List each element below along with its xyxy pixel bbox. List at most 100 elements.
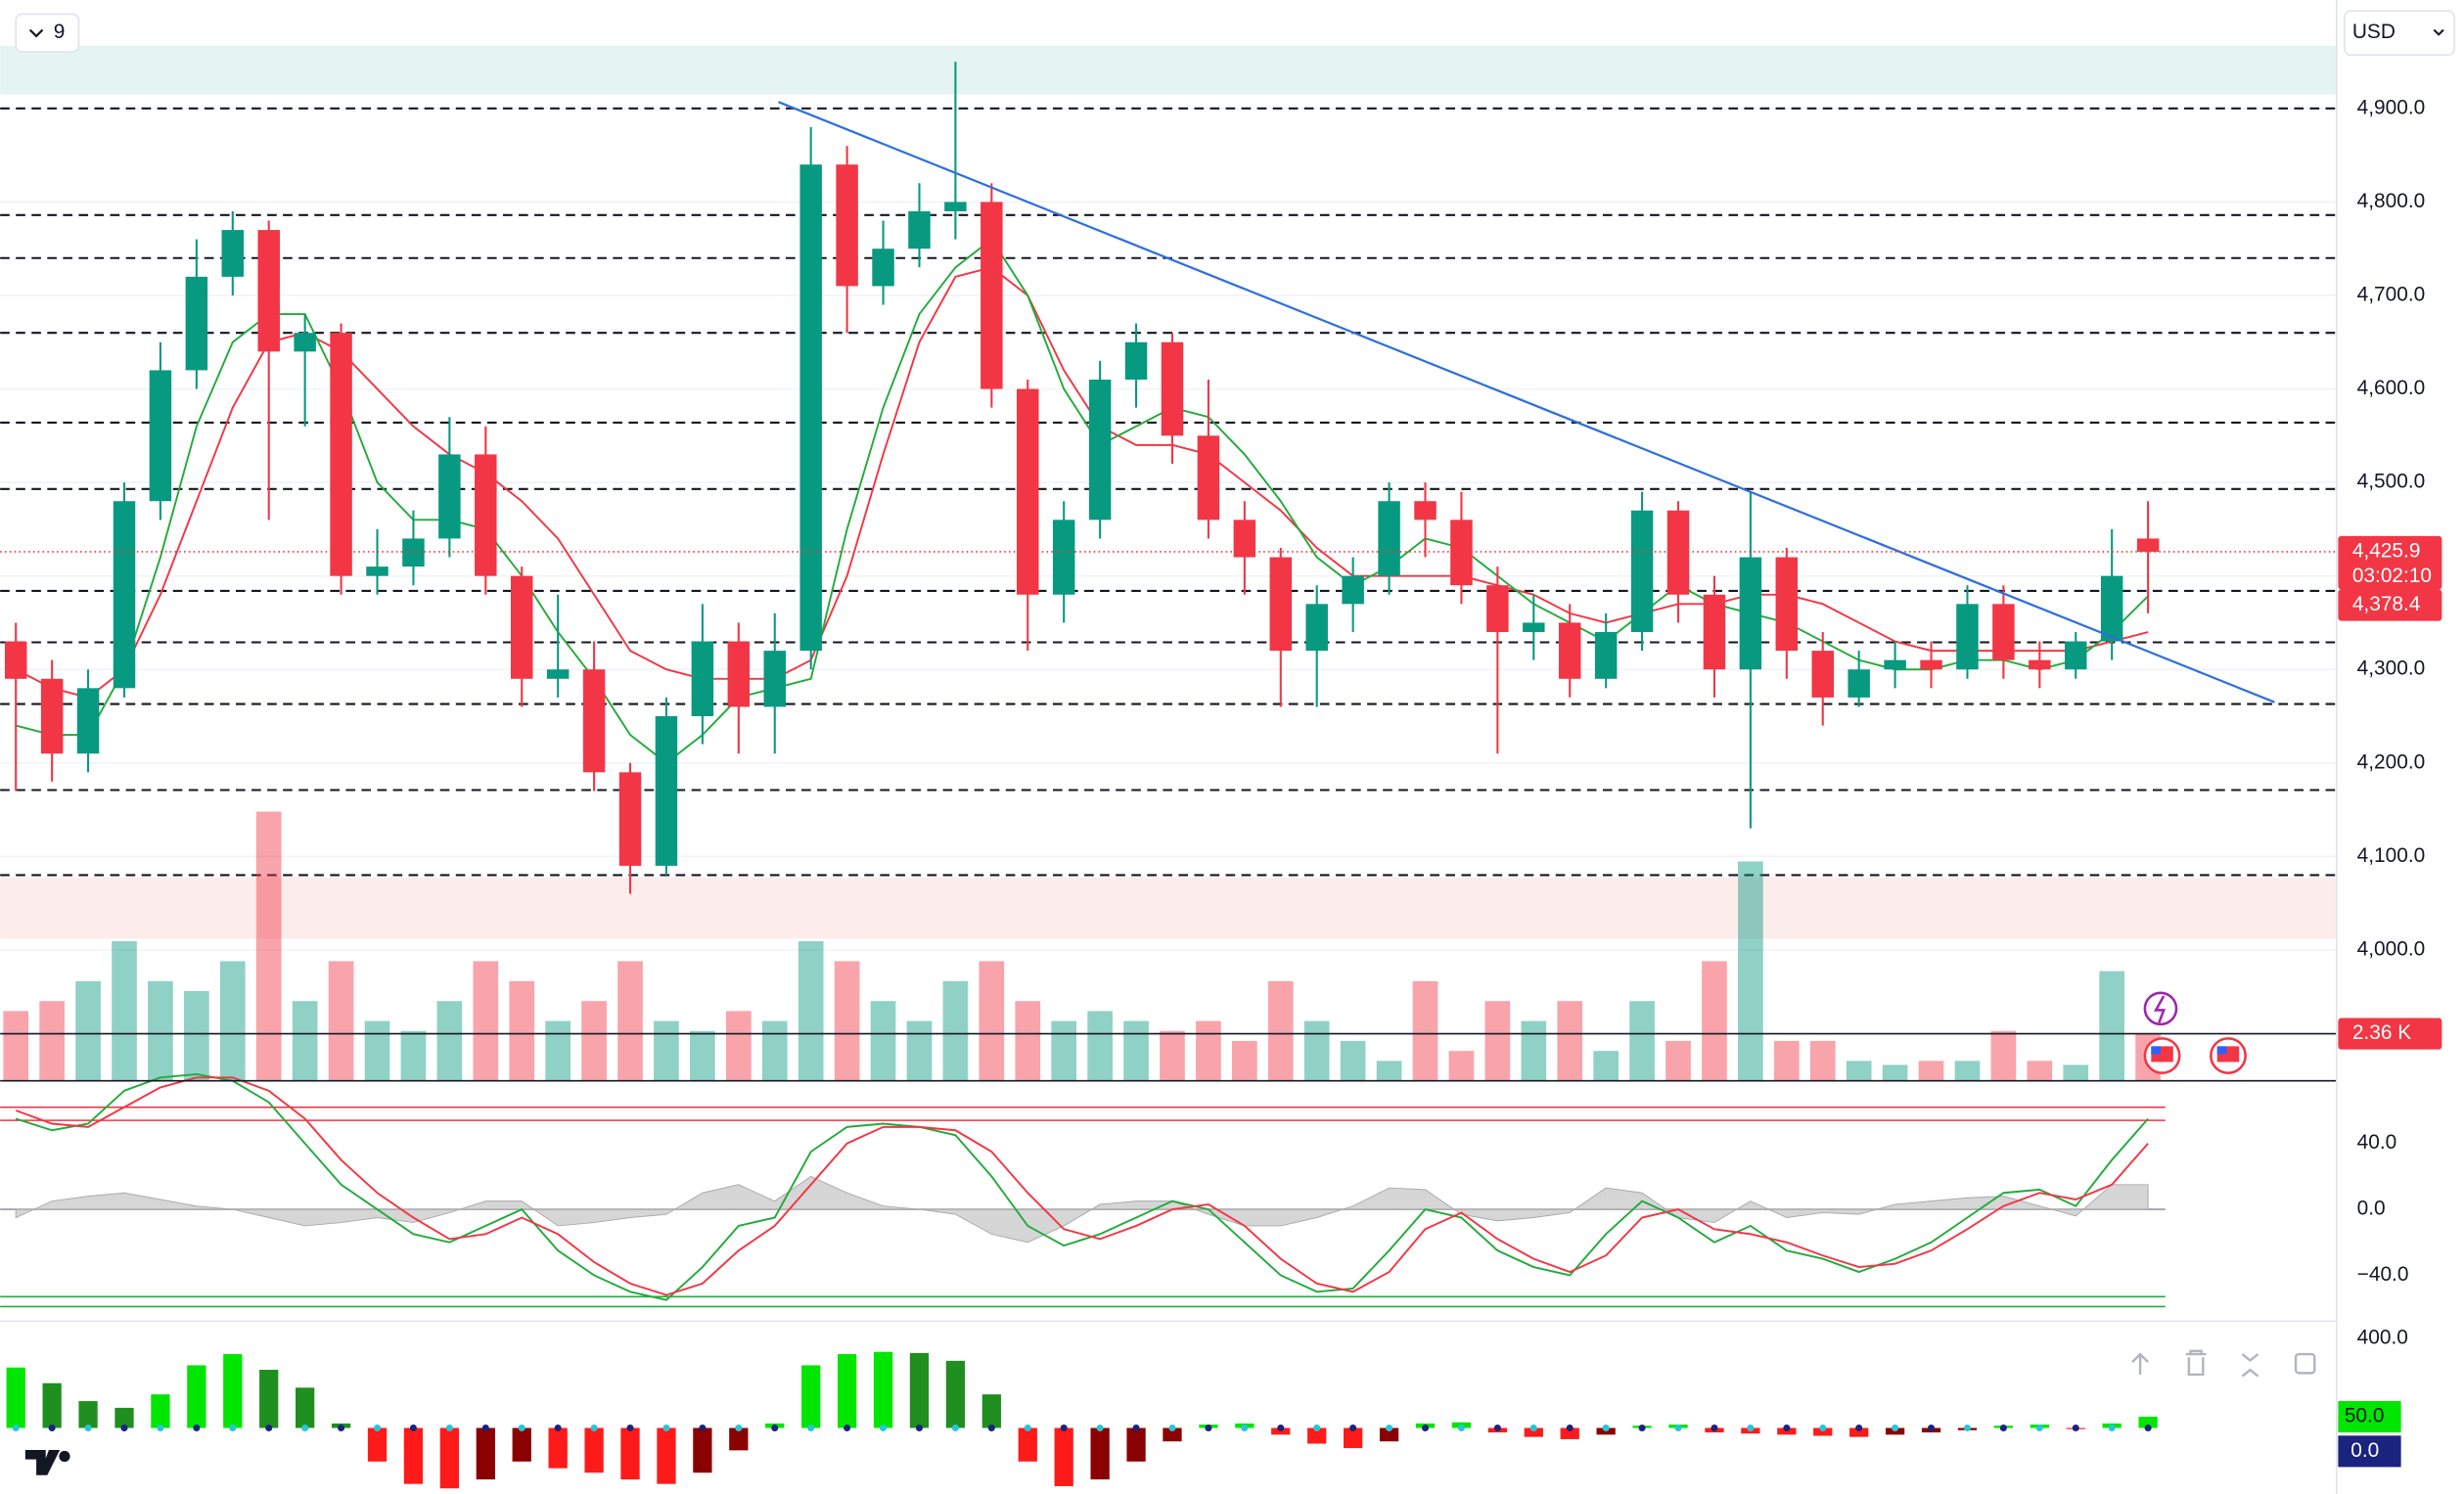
histogram-bar [873, 1351, 893, 1428]
signal-dot [1421, 1424, 1430, 1432]
signal-dot [1096, 1424, 1104, 1432]
histogram-bar [114, 1407, 134, 1428]
volume-bar [761, 1020, 788, 1081]
candle-body [40, 678, 64, 754]
price-badge [2338, 1018, 2442, 1050]
y-tick-label: 4,300.0 [2357, 657, 2426, 680]
histogram-bar [1307, 1427, 1327, 1444]
histogram-bar [584, 1427, 604, 1473]
signal-dot [2072, 1424, 2079, 1432]
candle-body [2065, 641, 2087, 670]
histogram-bar [259, 1370, 279, 1428]
histogram-bar [2138, 1417, 2158, 1428]
signal-dot [1349, 1424, 1357, 1432]
volume-bar [1593, 1051, 1619, 1081]
candle-body [944, 202, 967, 211]
candle-body [2136, 538, 2160, 552]
signal-dot [1819, 1424, 1827, 1432]
histogram-bar [187, 1365, 206, 1428]
candle-body [1161, 341, 1184, 436]
oscillator-line [15, 1072, 2149, 1301]
histogram-bar [1054, 1427, 1073, 1486]
volume-bar [1015, 1001, 1041, 1081]
flag-icon [2216, 1046, 2227, 1055]
value-badge [2338, 1435, 2401, 1468]
countdown-label: 03:02:10 [2352, 565, 2432, 587]
signal-dot [1457, 1424, 1465, 1432]
candle-body [1124, 341, 1148, 380]
volume-bar [3, 1011, 29, 1081]
currency-button[interactable] [2344, 10, 2456, 57]
signal-dot [1529, 1424, 1537, 1432]
volume-bar [1629, 1001, 1655, 1081]
signal-dot [771, 1424, 779, 1432]
volume-bar [870, 1001, 896, 1081]
candle-body [475, 454, 497, 576]
logo[interactable] [24, 1450, 61, 1475]
volume-bar [364, 1020, 390, 1081]
candle-body [1088, 379, 1112, 521]
y-tick-label: 4,200.0 [2357, 750, 2426, 773]
volume-bar [1484, 1001, 1511, 1081]
volume-bar [1809, 1040, 1836, 1081]
histogram-bar [439, 1427, 460, 1489]
maximize-button[interactable] [2294, 1352, 2316, 1375]
signal-dot [1711, 1424, 1718, 1432]
value-badge-label: 0.0 [2350, 1439, 2379, 1462]
candle-body [1848, 669, 1870, 698]
signal-dot [2035, 1424, 2043, 1432]
volume-bar [617, 961, 643, 1081]
move-up-button[interactable] [2131, 1352, 2149, 1375]
signal-dot [590, 1424, 598, 1432]
price-badge-label: 4,425.9 [2352, 539, 2421, 562]
candle-body [836, 164, 858, 287]
volume-bar [292, 1001, 318, 1081]
histogram-bar [1126, 1427, 1146, 1462]
signal-dot [84, 1424, 92, 1432]
volume-bar [906, 1020, 933, 1081]
event-icon[interactable] [2143, 991, 2178, 1026]
volume-bar [1448, 1051, 1475, 1081]
volume-bar [834, 961, 860, 1081]
histogram-bar [512, 1427, 531, 1462]
signal-dot [1892, 1424, 1899, 1432]
price-badge [2338, 589, 2442, 621]
signal-dot [951, 1424, 959, 1432]
y-tick-label: 4,800.0 [2357, 190, 2426, 212]
volume-bar [75, 980, 101, 1081]
signal-dot [1313, 1424, 1321, 1432]
volume-bar [798, 941, 824, 1081]
volume-bar [654, 1020, 679, 1081]
logo [59, 1450, 70, 1463]
signal-dot [338, 1424, 345, 1432]
candle-body [799, 164, 822, 652]
histogram-bar [1018, 1427, 1037, 1462]
histogram-bar [367, 1427, 388, 1462]
histogram-bar [1344, 1427, 1363, 1449]
candle-body [1594, 632, 1618, 679]
signal-dot [735, 1424, 743, 1432]
candle-body [582, 669, 606, 773]
oscillator-area [15, 1175, 2149, 1244]
candle-body [1197, 435, 1220, 521]
volume-bar [473, 961, 499, 1081]
collapse-button[interactable] [2241, 1353, 2259, 1378]
volume-bar [1846, 1061, 1872, 1081]
signal-dot [1566, 1424, 1574, 1432]
signal-dot [844, 1424, 851, 1432]
histogram-bar [1813, 1427, 1833, 1436]
histogram-bar [1163, 1427, 1182, 1442]
interval-button[interactable] [15, 13, 80, 53]
candle-body [691, 641, 714, 717]
volume-bar [400, 1030, 427, 1081]
value-badge-label: 50.0 [2345, 1405, 2385, 1427]
delete-button[interactable] [2185, 1349, 2207, 1377]
y-tick-label: 4,600.0 [2357, 377, 2426, 399]
volume-bar [184, 990, 209, 1081]
currency-label: USD [2352, 21, 2396, 43]
volume-bar [112, 941, 137, 1081]
histogram-bar [620, 1427, 640, 1480]
signal-dot [1602, 1424, 1610, 1432]
histogram-bar [945, 1360, 966, 1428]
candle-body [1414, 501, 1437, 521]
